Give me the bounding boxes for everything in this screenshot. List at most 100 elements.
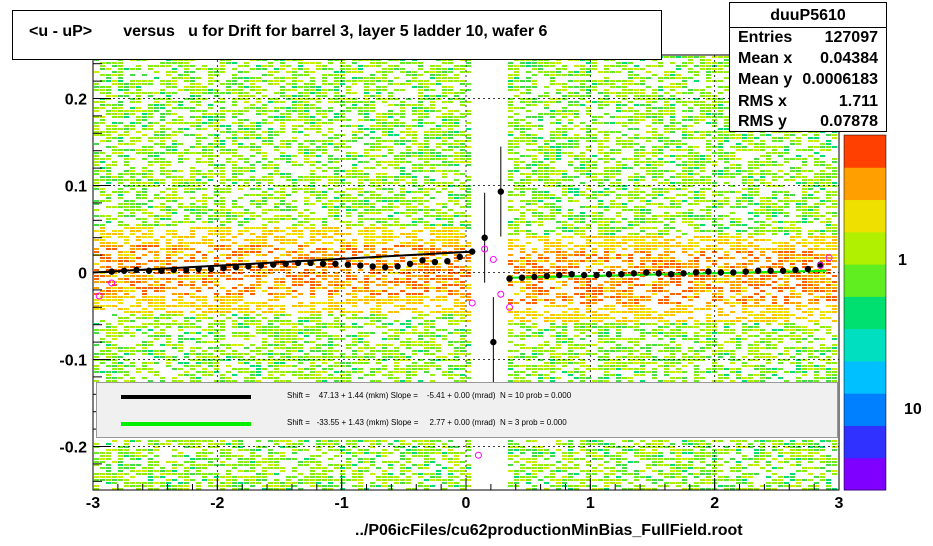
heatmap-cell	[94, 110, 99, 112]
heatmap-cell	[334, 101, 339, 103]
heatmap-cell	[94, 302, 99, 304]
heatmap-cell	[322, 323, 327, 325]
heatmap-cell	[346, 98, 351, 100]
heatmap-cell	[244, 368, 249, 370]
heatmap-cell	[106, 455, 111, 457]
heatmap-cell	[514, 356, 519, 358]
heatmap-cell	[304, 71, 309, 73]
heatmap-cell	[466, 371, 471, 373]
heatmap-cell	[346, 173, 351, 175]
heatmap-cell	[454, 368, 459, 370]
heatmap-cell	[328, 347, 333, 349]
heatmap-cell	[346, 458, 351, 460]
heatmap-cell	[460, 245, 465, 247]
heatmap-cell	[388, 296, 393, 298]
heatmap-cell	[172, 134, 177, 136]
heatmap-cell	[130, 305, 135, 307]
heatmap-cell	[238, 125, 243, 127]
heatmap-cell	[466, 365, 471, 367]
heatmap-cell	[382, 134, 387, 136]
heatmap-cell	[166, 485, 171, 487]
heatmap-cell	[310, 80, 315, 82]
heatmap-cell	[280, 311, 285, 313]
heatmap-cell	[328, 206, 333, 208]
heatmap-cell	[328, 374, 333, 376]
heatmap-cell	[316, 287, 321, 289]
heatmap-cell	[358, 191, 363, 193]
heatmap-cell	[442, 278, 447, 280]
heatmap-cell	[160, 218, 165, 220]
heatmap-cell	[418, 167, 423, 169]
heatmap-cell	[94, 461, 99, 463]
heatmap-cell	[274, 230, 279, 232]
heatmap-cell	[310, 140, 315, 142]
heatmap-cell	[142, 59, 147, 61]
heatmap-cell	[94, 116, 99, 118]
heatmap-cell	[100, 200, 105, 202]
heatmap-cell	[112, 80, 117, 82]
heatmap-cell	[106, 62, 111, 64]
heatmap-cell	[202, 272, 207, 274]
heatmap-cell	[370, 182, 375, 184]
heatmap-cell	[298, 230, 303, 232]
heatmap-cell	[316, 155, 321, 157]
heatmap-cell	[220, 323, 225, 325]
heatmap-cell	[274, 101, 279, 103]
heatmap-cell	[418, 143, 423, 145]
heatmap-cell	[112, 479, 117, 481]
heatmap-cell	[376, 305, 381, 307]
heatmap-cell	[454, 290, 459, 292]
heatmap-cell	[190, 269, 195, 271]
heatmap-cell	[286, 218, 291, 220]
heatmap-cell	[364, 449, 369, 451]
heatmap-cell	[184, 278, 189, 280]
heatmap-cell	[250, 146, 255, 148]
heatmap-cell	[196, 287, 201, 289]
heatmap-cell	[136, 239, 141, 241]
heatmap-cell	[400, 173, 405, 175]
heatmap-cell	[292, 239, 297, 241]
heatmap-cell	[154, 470, 159, 472]
heatmap-cell	[172, 113, 177, 115]
heatmap-cell	[118, 455, 123, 457]
heatmap-cell	[172, 461, 177, 463]
heatmap-cell	[382, 140, 387, 142]
heatmap-cell	[430, 215, 435, 217]
heatmap-cell	[292, 284, 297, 286]
heatmap-cell	[244, 332, 249, 334]
heatmap-cell	[142, 347, 147, 349]
heatmap-cell	[118, 116, 123, 118]
heatmap-cell	[418, 152, 423, 154]
heatmap-cell	[118, 68, 123, 70]
heatmap-cell	[310, 326, 315, 328]
heatmap-cell	[430, 248, 435, 250]
heatmap-cell	[460, 467, 465, 469]
heatmap-cell	[442, 71, 447, 73]
heatmap-cell	[262, 476, 267, 478]
heatmap-cell	[238, 110, 243, 112]
heatmap-cell	[316, 128, 321, 130]
heatmap-cell	[400, 203, 405, 205]
heatmap-cell	[226, 452, 231, 454]
heatmap-cell	[310, 374, 315, 376]
heatmap-cell	[460, 146, 465, 148]
heatmap-cell	[430, 452, 435, 454]
heatmap-cell	[394, 272, 399, 274]
heatmap-cell	[208, 83, 213, 85]
heatmap-cell	[160, 215, 165, 217]
heatmap-cell	[118, 365, 123, 367]
heatmap-cell	[184, 443, 189, 445]
heatmap-cell	[310, 104, 315, 106]
heatmap-cell	[520, 92, 525, 94]
heatmap-cell	[412, 329, 417, 331]
heatmap-cell	[334, 467, 339, 469]
heatmap-cell	[112, 329, 117, 331]
heatmap-cell	[238, 83, 243, 85]
heatmap-cell	[232, 122, 237, 124]
heatmap-cell	[514, 443, 519, 445]
heatmap-cell	[328, 161, 333, 163]
heatmap-cell	[298, 164, 303, 166]
heatmap-cell	[100, 266, 105, 268]
heatmap-cell	[460, 71, 465, 73]
heatmap-cell	[436, 305, 441, 307]
